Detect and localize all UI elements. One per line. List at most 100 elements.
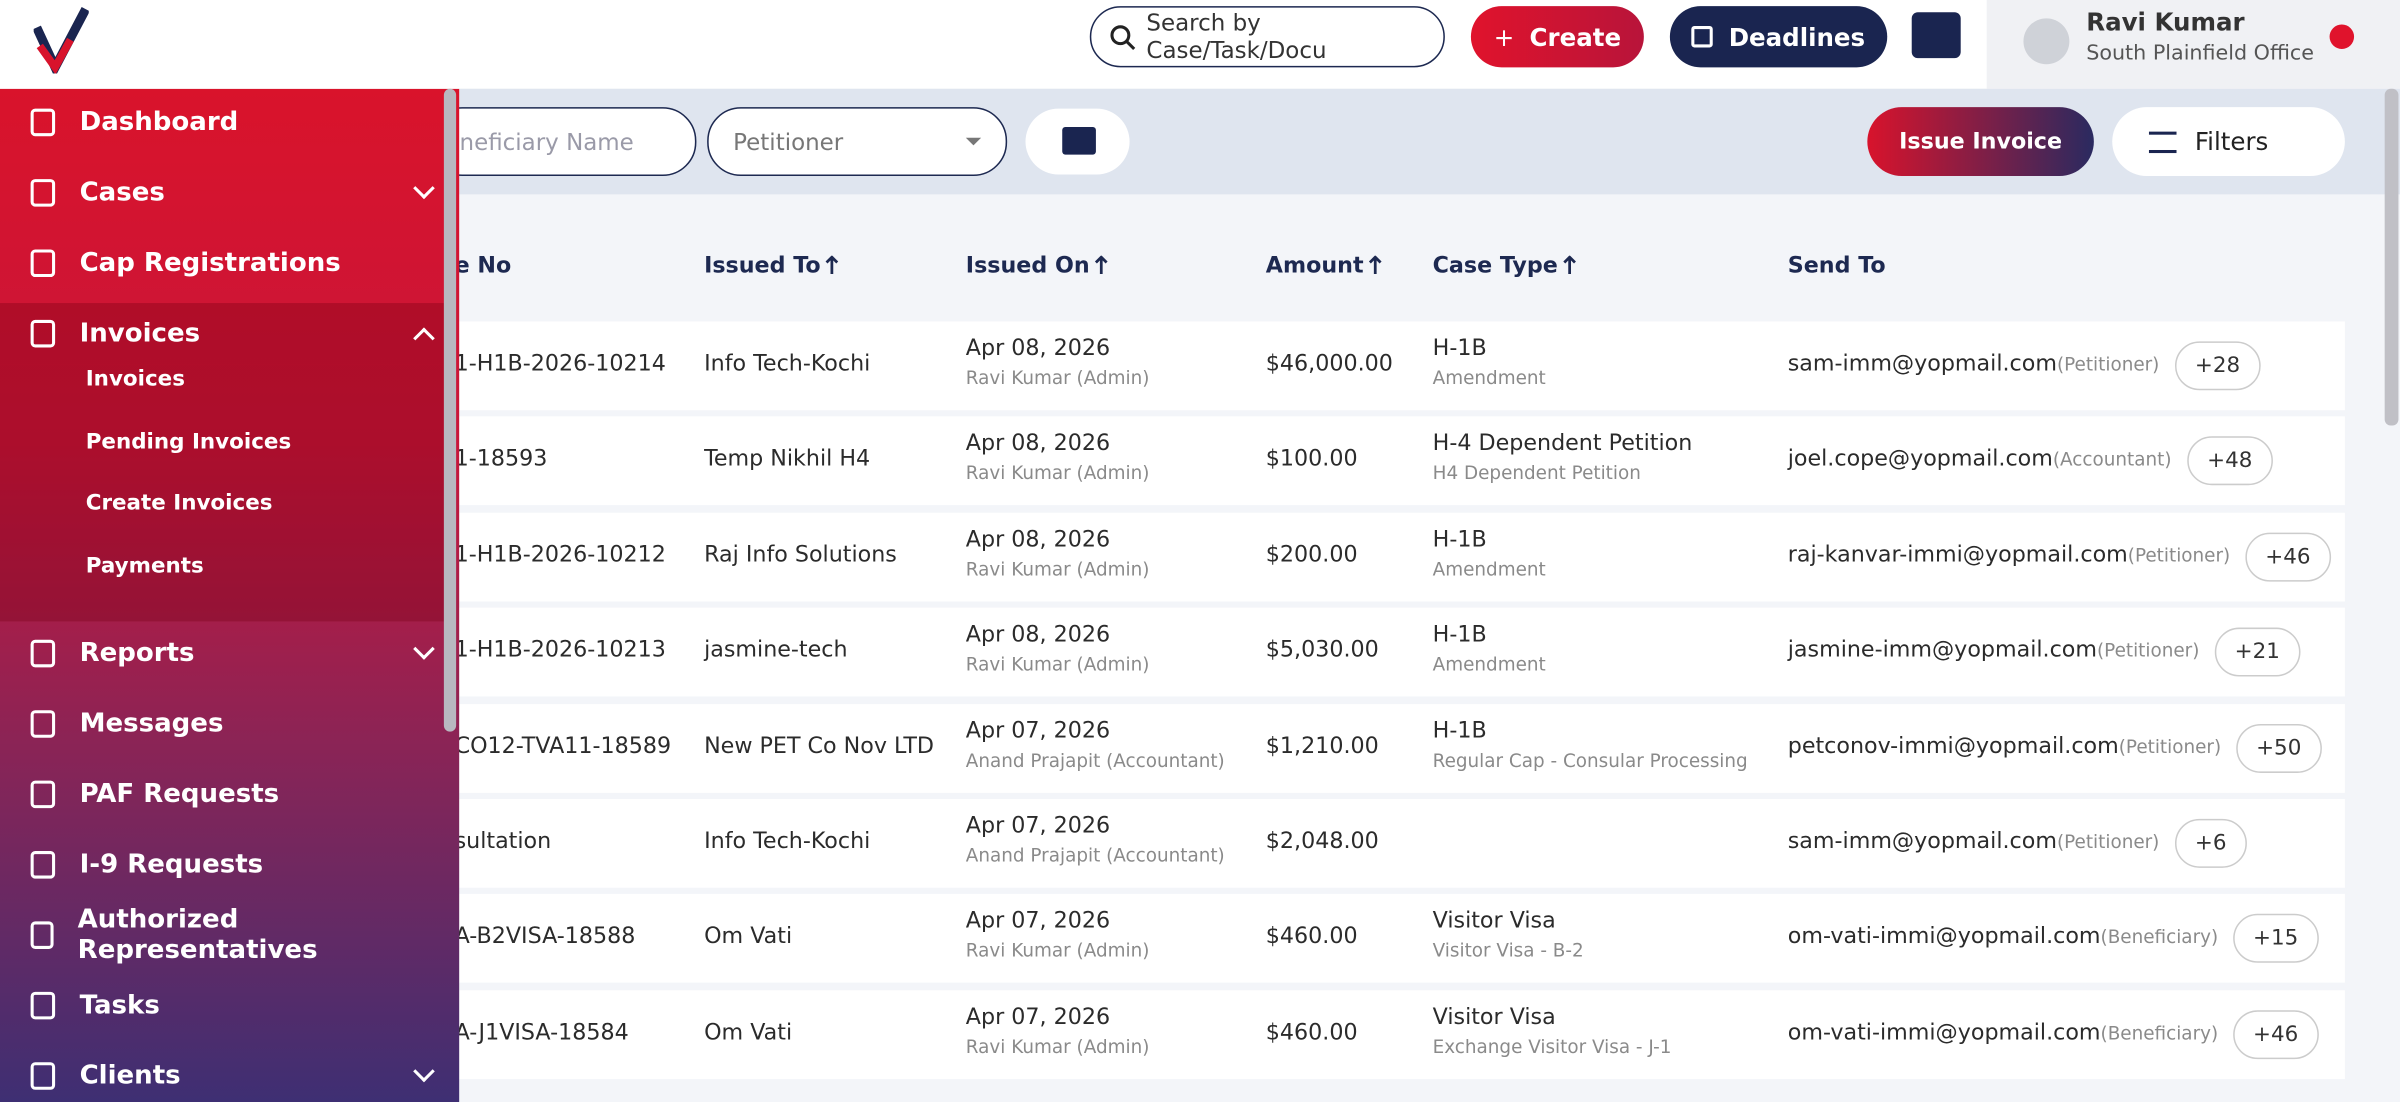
nav-icon (30, 780, 56, 809)
cell-amount: $1,210.00 (1265, 734, 1379, 759)
cell-case-type: H-1B (1432, 623, 1487, 648)
recipient-role: (Petitioner) (2056, 831, 2160, 853)
nav-label: Reports (79, 638, 195, 669)
cell-case-subtype: Amendment (1432, 653, 1546, 676)
cell-by: Ravi Kumar (Admin) (965, 462, 1150, 485)
nav-item[interactable]: Cap Registrations (0, 233, 444, 294)
email: sam-imm@yopmail.com (1787, 352, 2057, 377)
column-header[interactable]: Case Type (1433, 254, 1576, 279)
recipient-count[interactable]: +6 (2174, 818, 2247, 868)
submenu-item[interactable]: Pending Invoices (85, 429, 292, 454)
table-row[interactable]: 1-18593 Temp Nikhil H4 Apr 08, 2026 Ravi Ku… (455, 416, 2345, 506)
sort-arrow[interactable] (825, 255, 839, 282)
cell-by: Ravi Kumar (Admin) (965, 653, 1150, 676)
recipient-role: (Petitioner) (2118, 735, 2222, 758)
recipient-role: (Accountant) (2052, 449, 2172, 471)
column-header[interactable]: Amount (1266, 254, 1382, 279)
email: sam-imm@yopmail.com (1787, 829, 2057, 855)
cell-by: Ravi Kumar (Admin) (965, 367, 1150, 389)
recipient-count[interactable]: +50 (2236, 723, 2322, 773)
search-icon (1110, 25, 1136, 51)
recipient-count[interactable]: +15 (2233, 914, 2319, 964)
nav-icon (30, 921, 54, 949)
messages-icon[interactable] (1911, 12, 1961, 59)
column-header[interactable]: Send To (1787, 254, 1886, 279)
nav-icon (30, 179, 56, 207)
nav-item[interactable]: Invoices (0, 303, 444, 365)
nav-item[interactable]: PAF Requests (0, 764, 444, 825)
send-to: om-vati-immi@yopmail.com (Beneficiary) (1788, 1021, 2218, 1045)
petitioner-select[interactable]: Petitioner (707, 107, 1008, 177)
cell-number: 1-H1B-2026-10214 (454, 352, 666, 377)
nav-item[interactable]: Clients (0, 1045, 444, 1102)
submenu-item[interactable]: Payments (85, 553, 204, 578)
table-row[interactable]: A-B2VISA-18588 Om Vati Apr 07, 2026 Ravi Ku… (455, 894, 2345, 984)
recipient-count[interactable]: +48 (2187, 436, 2273, 486)
filters-label: Filters (2194, 127, 2269, 157)
cell-issued-to: jasmine-tech (704, 638, 848, 664)
sort-arrow[interactable] (1368, 255, 1382, 282)
cell-case-type: Visitor Visa (1432, 909, 1556, 935)
deadlines-label: Deadlines (1728, 22, 1866, 52)
submenu-item[interactable]: Create Invoices (85, 491, 273, 516)
cell-case-type: H-1B (1432, 718, 1487, 744)
user-name: Ravi Kumar (2086, 7, 2245, 37)
issue-invoice-label: Issue Invoice (1899, 129, 2063, 154)
filters-button[interactable]: Filters (2112, 107, 2345, 177)
nav-item[interactable]: Reports (0, 623, 444, 684)
chevron (413, 177, 435, 200)
nav-item[interactable]: Dashboard (0, 92, 444, 153)
create-button[interactable]: + Create (1470, 6, 1644, 68)
cell-case-type: H-1B (1432, 527, 1487, 553)
cell-case-type: H-4 Dependent Petition (1432, 432, 1693, 457)
cell-date: Apr 08, 2026 (965, 623, 1111, 648)
nav-item[interactable]: Authorized Representatives (0, 905, 444, 966)
column-header[interactable]: e No (454, 254, 512, 279)
recipient-count[interactable]: +46 (2245, 532, 2331, 582)
nav-item[interactable]: I-9 Requests (0, 834, 444, 895)
deadlines-button[interactable]: Deadlines (1669, 6, 1888, 68)
submenu (0, 364, 444, 622)
print-button[interactable] (1025, 108, 1130, 175)
cell-number: CO12-TVA11-18589 (454, 734, 672, 759)
cell-amount: $2,048.00 (1265, 829, 1379, 855)
beneficiary-input[interactable]: eneficiary Name (428, 107, 697, 177)
filter-bar: eneficiary Name Petitioner Issue Invoice… (428, 88, 2400, 195)
table-row[interactable]: A-J1VISA-18584 Om Vati Apr 07, 2026 Ravi Ku… (455, 989, 2345, 1079)
table-row[interactable]: 1-H1B-2026-10214 Info Tech-Kochi Apr 08, 2… (455, 321, 2345, 411)
nav-label: Cases (79, 177, 165, 209)
user-office: South Plainfield Office (2086, 41, 2315, 66)
user-menu[interactable]: Ravi Kumar South Plainfield Office (1986, 0, 2400, 89)
send-to: om-vati-immi@yopmail.com (Beneficiary) (1788, 925, 2218, 949)
submenu-item[interactable]: Invoices (85, 367, 185, 392)
search-placeholder: Search by Case/Task/Docu (1146, 9, 1327, 65)
nav-item[interactable]: Messages (0, 693, 444, 754)
cell-case-subtype: Visitor Visa - B-2 (1432, 940, 1584, 962)
table-row[interactable]: 1-H1B-2026-10212 Raj Info Solutions Apr 08… (455, 512, 2345, 602)
recipient-count[interactable]: +28 (2174, 341, 2261, 391)
dropdown-icon (2329, 24, 2355, 49)
cell-by: Anand Prajapit (Accountant) (965, 749, 1225, 771)
cell-case-type: Visitor Visa (1432, 1005, 1556, 1030)
logo-area (0, 0, 460, 89)
column-header[interactable]: Issued To (704, 254, 839, 279)
issue-invoice-button[interactable]: Issue Invoice (1867, 107, 2094, 177)
search-box[interactable]: Search by Case/Task/Docu (1089, 6, 1445, 68)
column-header[interactable]: Issued On (966, 254, 1108, 279)
cell-date: Apr 07, 2026 (965, 909, 1111, 935)
table-row[interactable]: 1-H1B-2026-10213 jasmine-tech Apr 08, 2026… (455, 607, 2345, 697)
table-row[interactable]: CO12-TVA11-18589 New PET Co Nov LTD Apr 07… (455, 703, 2345, 793)
sort-arrow[interactable] (1094, 255, 1108, 282)
recipient-count[interactable]: +46 (2233, 1009, 2319, 1059)
nav-item[interactable]: Tasks (0, 975, 444, 1036)
cell-number: 1-H1B-2026-10213 (454, 638, 666, 664)
sort-arrow[interactable] (1562, 255, 1576, 282)
recipient-count[interactable]: +21 (2214, 627, 2300, 677)
logo (33, 7, 89, 74)
nav-icon (30, 319, 56, 348)
table-row[interactable]: sultation Info Tech-Kochi Apr 07, 2026 Anan… (455, 798, 2345, 888)
nav-item[interactable]: Cases (0, 162, 444, 223)
cell-by: Ravi Kumar (Admin) (965, 558, 1150, 580)
